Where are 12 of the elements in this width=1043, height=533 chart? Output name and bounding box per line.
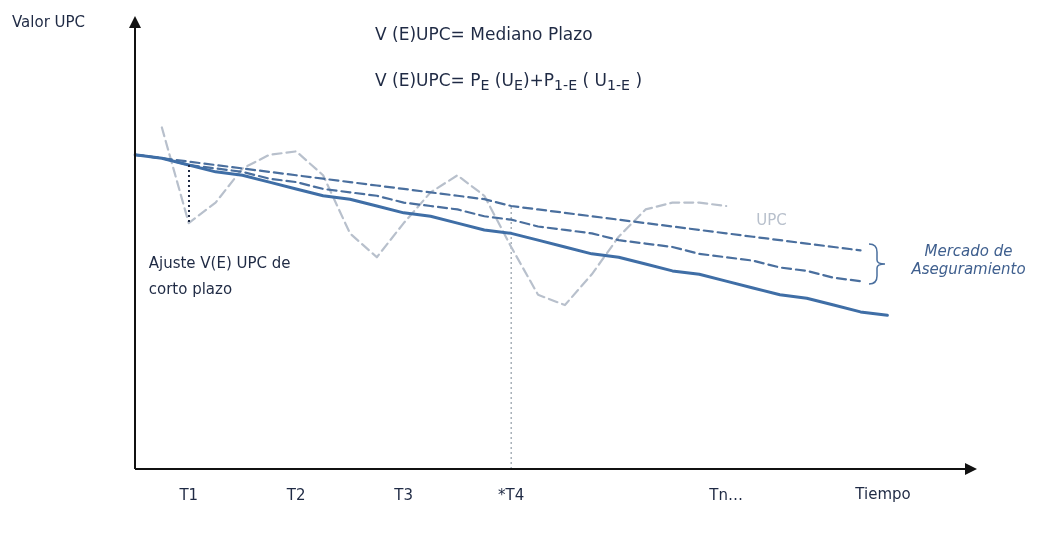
text: V (E)UPC= Mediano Plazo [375,24,593,44]
x-tick-label: T2 [285,485,306,504]
text: V (E)UPC= P$_{E}$ (U$_{E}$)+P$_{1-E}$ ( U$_{1-E}$ ) [375,70,643,94]
text: Valor UPC [12,13,86,31]
x-tick-label: Tn… [708,485,743,504]
annotation: Mercado de Aseguramiento [910,242,1027,279]
x-tick-label: T3 [393,485,414,504]
x-tick-label: T1 [178,485,199,504]
annotation: Ajuste V(E) UPC de corto plazo [148,252,292,300]
x-axis-title: Tiempo [854,484,911,503]
x-tick-label: *T4 [498,485,525,504]
text: UPC [756,210,787,229]
